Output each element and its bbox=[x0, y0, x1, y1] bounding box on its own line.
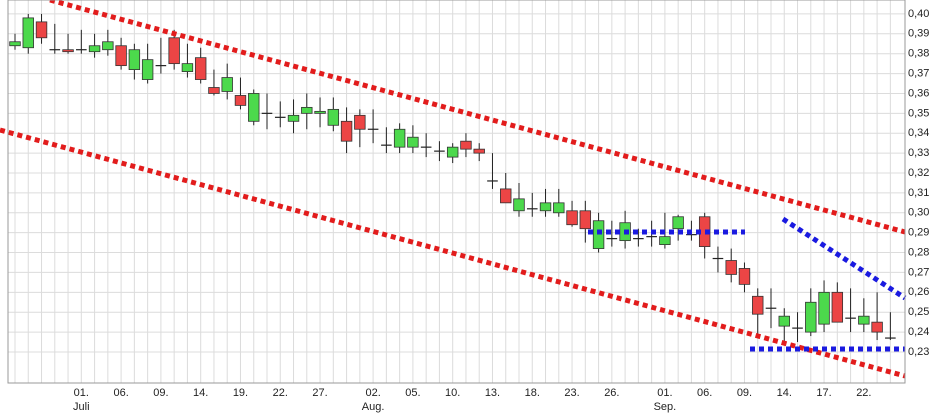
candle-body bbox=[327, 108, 340, 126]
x-month-label: Aug. bbox=[362, 401, 385, 413]
candle-body bbox=[168, 37, 180, 65]
candle-body bbox=[566, 210, 578, 226]
grid bbox=[8, 0, 905, 383]
x-month-label: Sep. bbox=[654, 401, 677, 413]
y-tick-label: 0,39 bbox=[908, 28, 929, 40]
y-tick-label: 0,27 bbox=[908, 266, 929, 278]
y-tick-label: 0,37 bbox=[908, 67, 929, 79]
candle-body bbox=[539, 202, 552, 212]
candle-body bbox=[553, 202, 565, 214]
x-tick-label: 13. bbox=[485, 387, 500, 399]
candle-body bbox=[659, 236, 671, 245]
candles bbox=[9, 13, 896, 343]
candle-body bbox=[752, 295, 764, 315]
candle-body bbox=[35, 21, 48, 39]
lower-trend-line bbox=[0, 127, 906, 379]
x-tick-label: 09. bbox=[737, 387, 752, 399]
x-tick-label: 05. bbox=[405, 387, 420, 399]
candle-body bbox=[181, 63, 194, 72]
candle-body bbox=[579, 210, 592, 230]
y-tick-label: 0,40 bbox=[908, 8, 929, 20]
candle-body bbox=[221, 77, 233, 92]
candle-body bbox=[301, 106, 313, 114]
candle-body bbox=[473, 148, 485, 154]
x-tick-label: 06. bbox=[113, 387, 128, 399]
y-tick-label: 0,24 bbox=[908, 326, 929, 338]
x-tick-label: 01. bbox=[74, 387, 89, 399]
y-tick-label: 0,35 bbox=[908, 107, 929, 119]
candle-body bbox=[354, 114, 366, 130]
trend-lines bbox=[0, 0, 907, 379]
x-tick-label: 17. bbox=[816, 387, 831, 399]
y-tick-label: 0,25 bbox=[908, 306, 929, 318]
x-tick-label: 23. bbox=[564, 387, 579, 399]
y-tick-label: 0,32 bbox=[908, 167, 929, 179]
candle-body bbox=[88, 45, 101, 53]
y-tick-label: 0,33 bbox=[908, 147, 929, 159]
candle-body bbox=[115, 45, 127, 67]
upper-trend-line bbox=[49, 0, 906, 235]
candle-body bbox=[314, 110, 326, 114]
candle-body bbox=[460, 140, 472, 150]
candle-body bbox=[672, 216, 684, 230]
y-tick-label: 0,30 bbox=[908, 207, 929, 219]
x-tick-label: 22. bbox=[856, 387, 871, 399]
candle-body bbox=[818, 291, 830, 325]
resistance-line bbox=[781, 216, 907, 301]
candle-body bbox=[513, 198, 525, 212]
x-tick-label: 09. bbox=[153, 387, 168, 399]
x-tick-label: 27. bbox=[312, 387, 327, 399]
candle-body bbox=[141, 59, 154, 80]
y-tick-label: 0,38 bbox=[908, 48, 929, 60]
y-tick-label: 0,23 bbox=[908, 346, 929, 358]
candle-body bbox=[102, 41, 114, 51]
x-tick-label: 14. bbox=[777, 387, 792, 399]
candle-body bbox=[234, 95, 247, 106]
candle-body bbox=[725, 260, 737, 275]
y-tick-label: 0,26 bbox=[908, 286, 929, 298]
candle-body bbox=[62, 49, 74, 53]
x-tick-label: 10. bbox=[445, 387, 460, 399]
candle-body bbox=[9, 41, 21, 47]
plot-frame bbox=[7, 0, 906, 384]
x-tick-label: 01. bbox=[657, 387, 672, 399]
candle-body bbox=[22, 17, 34, 49]
candle-body bbox=[778, 315, 790, 327]
candle-body bbox=[446, 146, 459, 158]
candle-body bbox=[592, 220, 605, 249]
y-tick-label: 0,36 bbox=[908, 87, 929, 99]
candle-body bbox=[858, 315, 870, 325]
candle-body bbox=[500, 188, 512, 204]
candle-body bbox=[340, 120, 353, 142]
candle-body bbox=[287, 114, 300, 122]
candle-body bbox=[805, 301, 817, 333]
x-tick-label: 22. bbox=[273, 387, 288, 399]
candle-body bbox=[208, 87, 220, 94]
candle-body bbox=[871, 321, 883, 333]
candle-body bbox=[407, 136, 419, 148]
y-tick-label: 0,28 bbox=[908, 246, 929, 258]
x-tick-label: 02. bbox=[365, 387, 380, 399]
x-month-label: Juli bbox=[73, 401, 90, 413]
candle-body bbox=[738, 268, 751, 285]
x-tick-label: 18. bbox=[525, 387, 540, 399]
x-tick-label: 06. bbox=[697, 387, 712, 399]
candle-body bbox=[194, 57, 207, 80]
candle-body bbox=[248, 93, 260, 122]
candle-body bbox=[393, 128, 406, 148]
y-tick-label: 0,29 bbox=[908, 227, 929, 239]
y-tick-label: 0,34 bbox=[908, 127, 929, 139]
x-tick-label: 14. bbox=[193, 387, 208, 399]
candle-body bbox=[831, 291, 844, 323]
candle-body bbox=[128, 49, 141, 71]
x-tick-label: 19. bbox=[233, 387, 248, 399]
y-tick-label: 0,31 bbox=[908, 187, 929, 199]
x-tick-label: 26. bbox=[604, 387, 619, 399]
